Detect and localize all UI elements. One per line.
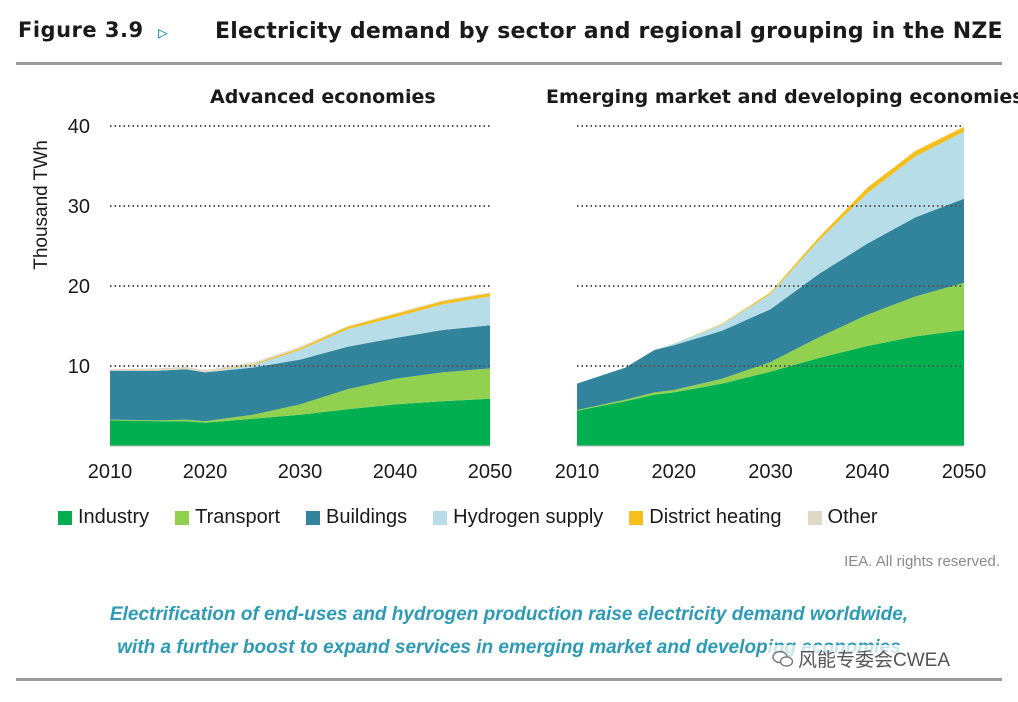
x-tick-label-2020-panel-1: 2020 [183,461,228,483]
x-tick-label-2040-panel-1: 2040 [373,461,418,483]
legend-item-district-heating: District heating [629,506,782,529]
legend-label: District heating [649,506,782,528]
legend-swatch-buildings [306,510,320,525]
area-buildings-panel-1 [110,325,490,422]
rights-notice: IEA. All rights reserved. [844,553,1000,570]
legend-swatch-other [807,510,822,525]
top-divider [16,62,1002,65]
legend-item-buildings: Buildings [306,506,407,529]
legend-item-transport: Transport [175,506,280,529]
figure-label: Figure 3.9 [18,18,144,42]
legend: Industry Transport Buildings Hydrogen su… [58,506,904,529]
caption: Electrification of end-uses and hydrogen… [16,598,1002,664]
x-tick-label-2010-panel-2: 2010 [555,461,600,483]
y-tick-label-30: 30 [68,196,90,218]
area-buildings-panel-2 [577,198,964,410]
legend-label: Transport [195,506,280,528]
legend-label: Buildings [326,506,408,528]
legend-swatch-district-heating [629,510,644,525]
x-tick-label-2020-panel-2: 2020 [652,461,697,483]
y-tick-label-40: 40 [68,116,90,138]
area-hydrogen-supply-panel-2 [577,131,964,384]
caption-line: Electrification of end-uses and hydrogen… [109,604,909,625]
caption-line: with a further boost to expand services … [117,637,901,658]
bottom-divider [16,678,1002,681]
legend-swatch-industry [58,510,72,525]
legend-label: Industry [78,506,150,528]
legend-item-other: Other [807,506,878,529]
area-transport-panel-1 [110,368,490,423]
area-hydrogen-supply-panel-1 [110,296,490,373]
legend-item-industry: Industry [58,506,149,529]
y-tick-label-20: 20 [68,276,90,298]
y-tick-label-10: 10 [68,356,90,378]
x-tick-label-2040-panel-2: 2040 [845,461,890,483]
x-tick-label-2050-panel-1: 2050 [468,461,513,483]
watermark: 风能专委会CWEA [768,645,955,672]
watermark-text: 风能专委会CWEA [798,650,951,671]
x-tick-label-2010-panel-1: 2010 [88,461,133,483]
legend-swatch-transport [175,510,190,525]
area-transport-panel-2 [577,282,964,411]
y-axis-title: Thousand TWh [31,140,52,270]
legend-item-hydrogen: Hydrogen supply [433,506,603,529]
x-tick-label-2030-panel-1: 2030 [278,461,323,483]
legend-label: Other [827,506,878,528]
area-industry-panel-2 [577,330,964,446]
wechat-icon [772,650,794,667]
x-tick-label-2030-panel-2: 2030 [748,461,793,483]
panel-title-emerging: Emerging market and developing economies [546,86,1018,108]
legend-swatch-hydrogen [433,510,448,525]
area-district-heating-panel-2 [577,126,964,384]
area-industry-panel-1 [110,398,490,446]
legend-label: Hydrogen supply [453,506,604,528]
panel-title-advanced: Advanced economies [210,86,436,108]
x-tick-label-2050-panel-2: 2050 [942,461,987,483]
area-district-heating-panel-1 [110,293,490,373]
figure-title: Electricity demand by sector and regiona… [215,19,1003,44]
figure-arrow-icon: ▹ [158,20,169,44]
